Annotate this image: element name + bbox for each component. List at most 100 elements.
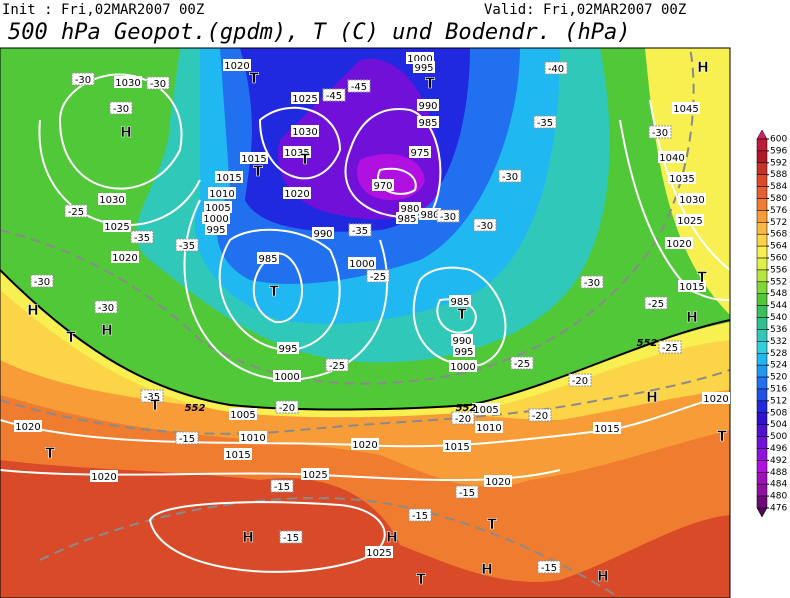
pressure-center: T <box>487 517 497 533</box>
colorbar-cell <box>756 210 768 223</box>
colorbar-cell <box>756 233 768 247</box>
temperature-label: -35 <box>134 233 150 244</box>
contour-label: 552 <box>456 403 477 414</box>
temperature-label-box <box>30 274 54 288</box>
pressure-label: 1020 <box>224 61 249 72</box>
colorbar-label: 504 <box>770 420 787 430</box>
temperature-label: -20 <box>279 403 295 414</box>
pressure-label: 975 <box>410 148 429 159</box>
colorbar-label: 588 <box>770 170 787 180</box>
colorbar-label: 536 <box>770 325 787 335</box>
pressure-label-box <box>417 99 439 111</box>
temperature-label-box <box>146 76 170 90</box>
pressure-label: 1020 <box>284 189 309 200</box>
temperature-label: -30 <box>98 303 114 314</box>
pressure-label: 1005 <box>473 405 498 416</box>
isotherm <box>39 497 621 598</box>
pressure-center: T <box>45 446 55 462</box>
temperature-label-box <box>175 431 199 445</box>
colorbar-label: 516 <box>770 384 787 394</box>
pressure-label-box <box>14 420 42 432</box>
isobar <box>218 228 341 352</box>
pressure-label: 1010 <box>240 433 265 444</box>
pressure-label: 995 <box>414 63 433 74</box>
temperature-label: -20 <box>532 411 548 422</box>
pressure-label: 1020 <box>112 253 137 264</box>
temperature-label: -45 <box>326 91 342 102</box>
colorbar-label: 524 <box>770 361 787 371</box>
pressure-label: 1025 <box>292 94 317 105</box>
contour-label: 552 <box>185 403 206 414</box>
pressure-label: 980 <box>420 210 439 221</box>
colorbar-label: 576 <box>770 206 787 216</box>
colorbar-label: 560 <box>770 254 787 264</box>
pressure-center: T <box>269 284 279 300</box>
pressure-center: T <box>253 164 263 180</box>
temperature-label-box <box>140 389 164 403</box>
pressure-label-box <box>312 227 334 239</box>
temperature-label: -30 <box>477 221 493 232</box>
temperature-label: -15 <box>541 563 557 574</box>
temperature-label: -30 <box>652 128 668 139</box>
temperature-label-box <box>130 230 154 244</box>
colorbar-cell <box>756 186 768 199</box>
pressure-center: T <box>249 71 259 87</box>
pressure-center: H <box>27 303 39 319</box>
temperature-label: -30 <box>75 75 91 86</box>
colorbar-label: 556 <box>770 265 787 275</box>
temperature-label: -25 <box>662 343 678 354</box>
temperature-label: -35 <box>537 118 553 129</box>
temperature-label: -30 <box>502 172 518 183</box>
map-field <box>0 48 730 598</box>
temperature-label: -25 <box>648 299 664 310</box>
temperature-label: -30 <box>584 278 600 289</box>
pressure-center: T <box>150 398 160 414</box>
pressure-label: 1030 <box>292 127 317 138</box>
pressure-label-box <box>443 440 471 452</box>
colorbar-label: 540 <box>770 313 787 323</box>
pressure-label-box <box>372 179 394 191</box>
pressure-label-box <box>208 187 236 199</box>
contour-label: 552 <box>637 338 658 349</box>
colorbar-cell <box>756 388 768 402</box>
pressure-label-box <box>413 61 435 73</box>
colorbar-label: 564 <box>770 242 787 252</box>
pressure-label-box <box>365 546 393 558</box>
pressure-center: H <box>646 390 658 406</box>
colorbar-label: 532 <box>770 337 787 347</box>
temperature-label: -40 <box>548 64 564 75</box>
temperature-label: -20 <box>572 376 588 387</box>
pressure-label: 1005 <box>230 410 255 421</box>
colorbar-cell <box>756 317 768 330</box>
pressure-label-box <box>103 220 131 232</box>
colorbar-label: 520 <box>770 373 787 383</box>
isobar <box>258 106 342 180</box>
contour-552 <box>0 269 730 411</box>
temperature-label: -35 <box>179 241 195 252</box>
pressure-label-box <box>204 201 232 213</box>
pressure-label: 1030 <box>679 195 704 206</box>
temperature-label-box <box>451 411 475 425</box>
colorbar-label: 568 <box>770 230 787 240</box>
temperature-label-box <box>366 269 390 283</box>
valid-time: Valid: Fri,02MAR2007 00Z <box>484 2 686 18</box>
temperature-label: -25 <box>68 207 84 218</box>
pressure-label-box <box>205 223 227 235</box>
pressure-label: 1035 <box>284 148 309 159</box>
pressure-label: 995 <box>278 344 297 355</box>
pressure-label: 1025 <box>302 470 327 481</box>
temperature-label-box <box>498 169 522 183</box>
pressure-label: 985 <box>258 254 277 265</box>
init-time: Init : Fri,02MAR2007 00Z <box>2 2 204 18</box>
pressure-label-box <box>672 102 700 114</box>
pressure-label: 970 <box>373 181 392 192</box>
pressure-label-box <box>202 212 230 224</box>
colorbar-cell <box>756 281 768 294</box>
pressure-label-box <box>668 172 696 184</box>
temperature-label-box <box>71 72 95 86</box>
pressure-label-box <box>239 431 267 443</box>
pressure-label: 1020 <box>91 472 116 483</box>
colorbar-cell <box>756 495 768 509</box>
pressure-label-box <box>593 422 621 434</box>
colorbar-cell <box>756 364 768 378</box>
